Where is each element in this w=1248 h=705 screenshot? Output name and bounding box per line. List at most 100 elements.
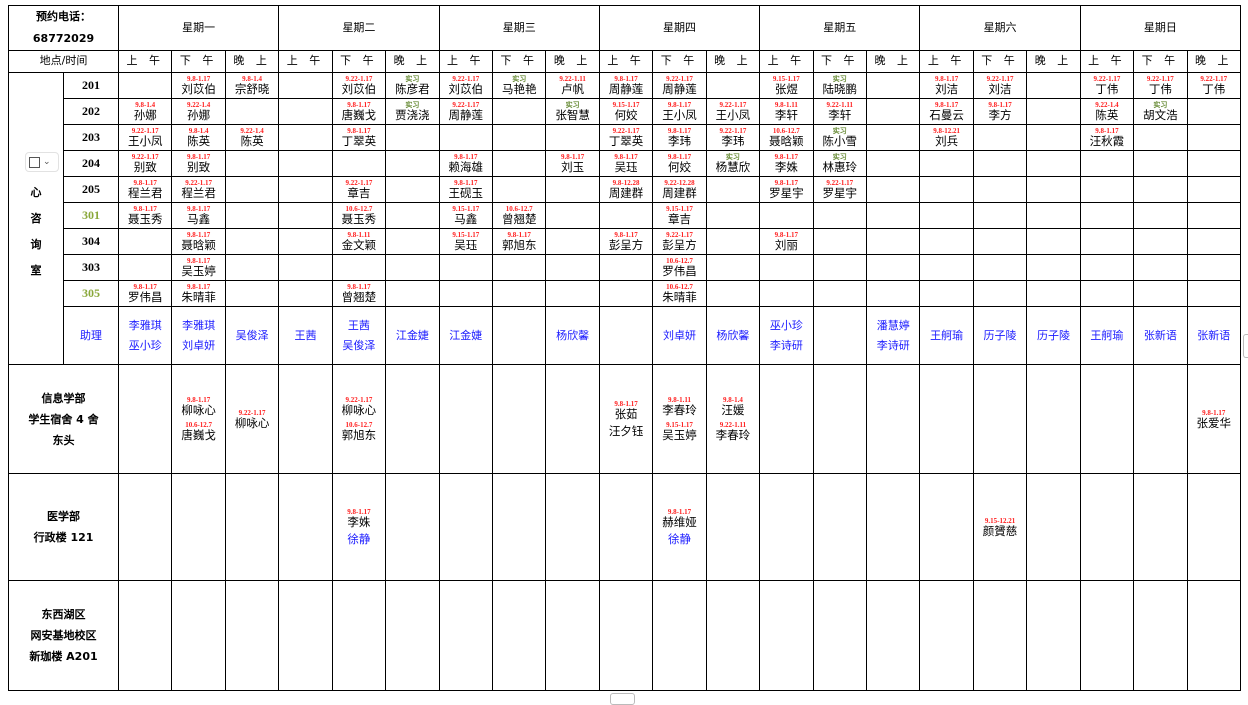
- schedule-cell[interactable]: [545, 202, 600, 229]
- schedule-cell[interactable]: 10.6-12.7 聂晗颖: [759, 124, 814, 151]
- schedule-cell[interactable]: 9.22-1.17 彭呈方: [652, 228, 707, 255]
- schedule-cell[interactable]: [491, 176, 547, 203]
- schedule-cell[interactable]: [1186, 202, 1241, 229]
- schedule-cell[interactable]: 9.8-1.17 聂晗颖: [171, 228, 226, 255]
- schedule-cell[interactable]: [812, 228, 867, 255]
- schedule-cell[interactable]: 9.8-1.11 李春玲 9.15-1.17 吴玉婷: [652, 364, 707, 474]
- schedule-cell[interactable]: 9.22-1.17 丁翠英: [598, 124, 654, 151]
- schedule-cell[interactable]: [385, 176, 440, 203]
- schedule-cell[interactable]: [171, 580, 226, 691]
- schedule-cell[interactable]: [278, 228, 333, 255]
- schedule-cell[interactable]: [1133, 202, 1188, 229]
- schedule-cell[interactable]: 9.22-1.11 李轩: [812, 98, 867, 125]
- schedule-cell[interactable]: [385, 473, 440, 581]
- schedule-cell[interactable]: [919, 254, 974, 281]
- schedule-cell[interactable]: [1079, 254, 1135, 281]
- schedule-cell[interactable]: 9.8-1.17 唐巍戈: [331, 98, 387, 125]
- schedule-cell[interactable]: [919, 150, 974, 177]
- schedule-cell[interactable]: [545, 364, 600, 474]
- schedule-cell[interactable]: [1026, 254, 1081, 281]
- schedule-cell[interactable]: [118, 473, 173, 581]
- schedule-cell[interactable]: 9.8-1.17 曾翘楚: [331, 280, 387, 307]
- schedule-cell[interactable]: [1186, 228, 1241, 255]
- schedule-cell[interactable]: [224, 280, 280, 307]
- schedule-cell[interactable]: [812, 254, 867, 281]
- assistant-cell[interactable]: [491, 306, 547, 365]
- assistant-cell[interactable]: 历子陵: [1026, 306, 1081, 365]
- schedule-cell[interactable]: 9.8-1.17 朱晴菲: [171, 280, 226, 307]
- assistant-cell[interactable]: 王茜 吴俊泽: [331, 306, 387, 365]
- schedule-cell[interactable]: [1079, 580, 1135, 691]
- schedule-cell[interactable]: [972, 202, 1028, 229]
- schedule-cell[interactable]: 9.8-1.17 马鑫: [171, 202, 226, 229]
- schedule-cell[interactable]: [705, 228, 761, 255]
- schedule-cell[interactable]: [598, 202, 654, 229]
- schedule-cell[interactable]: [865, 254, 921, 281]
- schedule-cell[interactable]: 实习 贾浇浇: [385, 98, 440, 125]
- schedule-cell[interactable]: [972, 150, 1028, 177]
- schedule-cell[interactable]: [759, 364, 814, 474]
- schedule-cell[interactable]: [919, 228, 974, 255]
- schedule-cell[interactable]: 10.6-12.7 罗伟昌: [652, 254, 707, 281]
- assistant-cell[interactable]: 王茜: [278, 306, 333, 365]
- schedule-cell[interactable]: [865, 98, 921, 125]
- schedule-cell[interactable]: 9.8-1.17 周静莲: [598, 72, 654, 99]
- schedule-cell[interactable]: [1079, 473, 1135, 581]
- schedule-cell[interactable]: 9.22-1.17 刘苡伯: [331, 72, 387, 99]
- schedule-cell[interactable]: [385, 124, 440, 151]
- schedule-cell[interactable]: 9.8-1.17 聂玉秀: [118, 202, 173, 229]
- schedule-cell[interactable]: 9.8-1.17 刘洁: [919, 72, 974, 99]
- schedule-cell[interactable]: 9.8-1.17 李方: [972, 98, 1028, 125]
- schedule-cell[interactable]: 9.8-1.11 李轩: [759, 98, 814, 125]
- schedule-cell[interactable]: [919, 473, 974, 581]
- schedule-cell[interactable]: 9.22-12.28 周建群: [652, 176, 707, 203]
- schedule-cell[interactable]: 9.15-1.17 何姣: [598, 98, 654, 125]
- assistant-cell[interactable]: 李雅琪 巫小珍: [118, 306, 173, 365]
- schedule-cell[interactable]: 实习 陈小雪: [812, 124, 867, 151]
- schedule-cell[interactable]: [278, 473, 333, 581]
- schedule-cell[interactable]: 9.22-1.11 卢帆: [545, 72, 600, 99]
- schedule-cell[interactable]: [705, 202, 761, 229]
- schedule-cell[interactable]: 9.8-12.21 刘兵: [919, 124, 974, 151]
- schedule-cell[interactable]: [385, 202, 440, 229]
- schedule-cell[interactable]: 9.22-1.17 章吉: [331, 176, 387, 203]
- schedule-cell[interactable]: [438, 364, 494, 474]
- schedule-cell[interactable]: 9.8-1.17 郭旭东: [491, 228, 547, 255]
- schedule-cell[interactable]: 9.8-1.17 柳咏心 10.6-12.7 唐巍戈: [171, 364, 226, 474]
- schedule-cell[interactable]: [598, 473, 654, 581]
- schedule-cell[interactable]: 9.8-1.11 金文颖: [331, 228, 387, 255]
- schedule-cell[interactable]: [278, 364, 333, 474]
- schedule-cell[interactable]: 9.15-1.17 吴珏: [438, 228, 494, 255]
- schedule-cell[interactable]: [1186, 254, 1241, 281]
- schedule-cell[interactable]: 9.22-1.17 丁伟: [1186, 72, 1241, 99]
- schedule-cell[interactable]: [491, 98, 547, 125]
- schedule-cell[interactable]: 9.8-1.17 刘玉: [545, 150, 600, 177]
- schedule-cell[interactable]: 10.6-12.7 聂玉秀: [331, 202, 387, 229]
- schedule-cell[interactable]: [545, 124, 600, 151]
- assistant-cell[interactable]: 王舸瑜: [919, 306, 974, 365]
- schedule-cell[interactable]: 9.8-1.17 罗星宇: [759, 176, 814, 203]
- schedule-cell[interactable]: [545, 254, 600, 281]
- schedule-cell[interactable]: [331, 580, 387, 691]
- schedule-cell[interactable]: 实习 陆晓鹏: [812, 72, 867, 99]
- schedule-cell[interactable]: [972, 280, 1028, 307]
- schedule-cell[interactable]: 9.22-1.4 孙娜: [171, 98, 226, 125]
- schedule-cell[interactable]: [1079, 280, 1135, 307]
- schedule-cell[interactable]: 10.6-12.7 曾翘楚: [491, 202, 547, 229]
- bottom-toggle-tab[interactable]: [610, 693, 635, 705]
- schedule-cell[interactable]: [224, 580, 280, 691]
- schedule-cell[interactable]: [385, 228, 440, 255]
- schedule-cell[interactable]: 9.8-1.17 李姝 徐静: [331, 473, 387, 581]
- schedule-cell[interactable]: 9.22-1.17 李玮: [705, 124, 761, 151]
- schedule-cell[interactable]: [919, 280, 974, 307]
- schedule-cell[interactable]: 9.22-1.17 王小凤: [118, 124, 173, 151]
- schedule-cell[interactable]: [919, 202, 974, 229]
- schedule-cell[interactable]: [1186, 280, 1241, 307]
- cell-format-widget[interactable]: ⌄: [25, 152, 59, 172]
- schedule-cell[interactable]: [278, 98, 333, 125]
- schedule-cell[interactable]: [1186, 150, 1241, 177]
- assistant-cell[interactable]: [812, 306, 867, 365]
- schedule-cell[interactable]: [385, 280, 440, 307]
- schedule-cell[interactable]: [491, 364, 547, 474]
- schedule-cell[interactable]: [705, 280, 761, 307]
